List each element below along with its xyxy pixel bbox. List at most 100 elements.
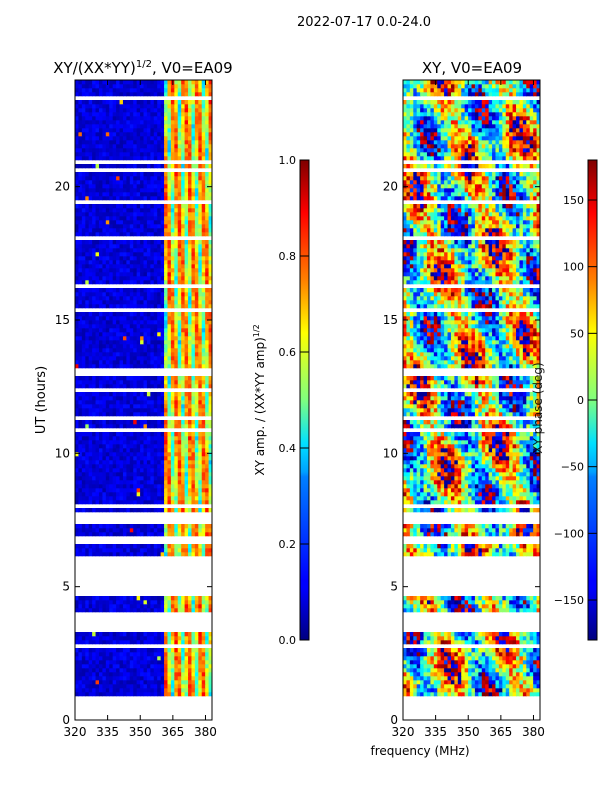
amplitude-cell — [146, 152, 151, 157]
amplitude-cell — [198, 148, 203, 153]
amplitude-cell — [78, 120, 83, 125]
amplitude-cell — [201, 444, 206, 449]
amplitude-cell — [78, 636, 83, 641]
amplitude-cell — [153, 524, 158, 529]
amplitude-cell — [194, 648, 199, 653]
amplitude-cell — [157, 224, 162, 229]
amplitude-cell — [116, 484, 121, 489]
amplitude-cell — [177, 104, 182, 109]
amplitude-cell — [167, 420, 172, 425]
amplitude-cell — [146, 212, 151, 217]
amplitude-cell — [112, 84, 117, 89]
amplitude-cell — [181, 404, 186, 409]
amplitude-cell — [136, 436, 141, 441]
amplitude-cell — [167, 324, 172, 329]
amplitude-cell — [92, 692, 97, 697]
amplitude-cell — [160, 360, 165, 365]
amplitude-cell — [157, 84, 162, 89]
amplitude-cell — [150, 104, 155, 109]
amplitude-cell — [194, 92, 199, 97]
amplitude-cell — [85, 224, 90, 229]
amplitude-cell — [198, 172, 203, 177]
amplitude-cell — [98, 668, 103, 673]
amplitude-cell — [78, 548, 83, 553]
amplitude-cell — [167, 208, 172, 213]
amplitude-cell — [109, 544, 114, 549]
amplitude-cell — [181, 260, 186, 265]
amplitude-cell — [140, 172, 145, 177]
amplitude-cell — [160, 116, 165, 121]
amplitude-cell — [78, 340, 83, 345]
amplitude-cell — [119, 436, 124, 441]
amplitude-cell — [126, 508, 131, 513]
amplitude-cell — [170, 412, 175, 417]
amplitude-cell — [184, 240, 189, 245]
amplitude-cell — [92, 100, 97, 105]
amplitude-cell — [140, 444, 145, 449]
amplitude-cell — [153, 180, 158, 185]
amplitude-cell — [95, 380, 100, 385]
amplitude-cell — [143, 360, 148, 365]
amplitude-cell — [88, 492, 93, 497]
amplitude-cell — [205, 596, 210, 601]
amplitude-cell — [133, 436, 138, 441]
amplitude-cell — [160, 316, 165, 321]
amplitude-cell — [153, 472, 158, 477]
amplitude-cell — [160, 248, 165, 253]
amplitude-cell — [194, 600, 199, 605]
amplitude-cell — [105, 260, 110, 265]
amplitude-cell — [194, 164, 199, 169]
amplitude-cell — [102, 500, 107, 505]
amplitude-cell — [201, 140, 206, 145]
amplitude-cell — [198, 176, 203, 181]
amplitude-cell — [188, 184, 193, 189]
amplitude-cell — [198, 636, 203, 641]
amplitude-cell — [129, 228, 134, 233]
amplitude-cell — [119, 224, 124, 229]
amplitude-cell — [198, 140, 203, 145]
amplitude-cell — [88, 528, 93, 533]
amplitude-cell — [191, 172, 196, 177]
amplitude-cell — [102, 280, 107, 285]
amplitude-cell — [102, 472, 107, 477]
amplitude-cell — [126, 392, 131, 397]
amplitude-cell — [102, 212, 107, 217]
amplitude-cell — [143, 552, 148, 557]
amplitude-cell — [205, 432, 210, 437]
amplitude-cell — [188, 144, 193, 149]
amplitude-cell — [136, 464, 141, 469]
amplitude-cell — [174, 652, 179, 657]
amplitude-cell — [98, 452, 103, 457]
amplitude-cell — [143, 440, 148, 445]
amplitude-cell — [146, 632, 151, 637]
amplitude-cell — [92, 680, 97, 685]
amplitude-cell — [78, 148, 83, 153]
amplitude-cell — [126, 180, 131, 185]
amplitude-cell — [129, 188, 134, 193]
amplitude-cell — [167, 164, 172, 169]
amplitude-cell — [102, 140, 107, 145]
amplitude-cell — [129, 124, 134, 129]
amplitude-cell — [170, 208, 175, 213]
amplitude-cell — [136, 488, 141, 493]
amplitude-cell — [119, 256, 124, 261]
amplitude-cell — [150, 472, 155, 477]
amplitude-cell — [143, 112, 148, 117]
amplitude-cell — [109, 344, 114, 349]
amplitude-cell — [129, 376, 134, 381]
amplitude-cell — [126, 280, 131, 285]
amplitude-cell — [208, 260, 212, 265]
amplitude-cell — [85, 664, 90, 669]
amplitude-cell — [129, 80, 134, 85]
amplitude-cell — [143, 480, 148, 485]
amplitude-cell — [160, 524, 165, 529]
amplitude-cell — [146, 480, 151, 485]
amplitude-cell — [133, 632, 138, 637]
amplitude-cell — [122, 652, 127, 657]
amplitude-cell — [98, 124, 103, 129]
amplitude-cell — [88, 260, 93, 265]
amplitude-cell — [85, 552, 90, 557]
amplitude-cell — [177, 636, 182, 641]
amplitude-cell — [146, 108, 151, 113]
amplitude-cell — [177, 264, 182, 269]
